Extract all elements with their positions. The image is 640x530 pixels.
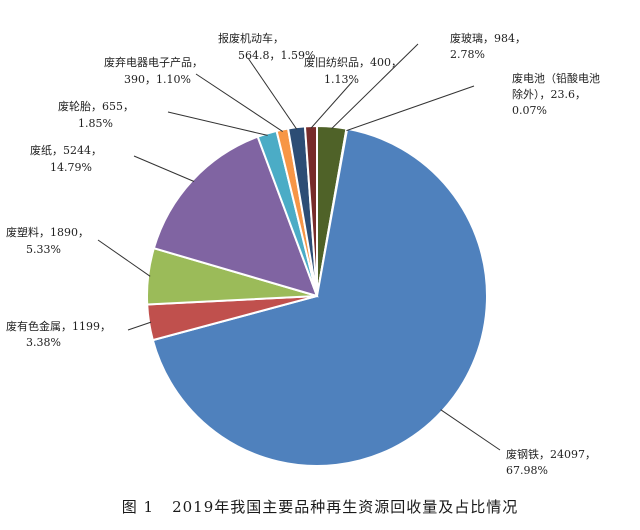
leader-line [167, 111, 268, 136]
figure-title: 2019年我国主要品种再生资源回收量及占比情况 [172, 498, 519, 516]
data-label: 废弃电器电子产品， 390，1.10% [104, 55, 203, 86]
figure-number: 图 1 [121, 498, 155, 516]
data-label: 废纸，5244， 14.79% [30, 143, 102, 174]
pie-slice [152, 135, 319, 298]
leader-line [331, 43, 419, 129]
leader-line [127, 321, 152, 331]
data-label: 废旧纺织品，400， 1.13% [304, 55, 402, 86]
data-label: 废塑料，1890， 5.33% [6, 225, 89, 256]
figure-caption: 图 1 2019年我国主要品种再生资源回收量及占比情况 [0, 496, 640, 517]
data-label: 废钢铁，24097， 67.98% [506, 447, 596, 477]
leader-line [133, 155, 195, 182]
pie-slice [303, 124, 318, 297]
slice-labels: 废玻璃，984， 2.78% 废电池（铅酸电池除外），23.6， 0.07% 废钢铁，2… [6, 31, 600, 477]
leader-line [440, 409, 501, 451]
leader-line [346, 85, 475, 132]
leader-lines [97, 43, 501, 451]
data-label: 废电池（铅酸电池除外），23.6， 0.07% [512, 71, 600, 117]
data-label: 废轮胎，655， 1.85% [58, 99, 134, 130]
data-label: 废有色金属，1199， 3.38% [6, 319, 111, 349]
leader-line [247, 57, 298, 130]
leader-line [195, 73, 283, 132]
pie-slices [146, 124, 488, 467]
leader-line [97, 239, 151, 277]
data-label: 报废机动车， 564.8，1.59% [218, 31, 315, 62]
data-label: 废玻璃，984， 2.78% [450, 31, 526, 61]
leader-line [310, 81, 353, 129]
